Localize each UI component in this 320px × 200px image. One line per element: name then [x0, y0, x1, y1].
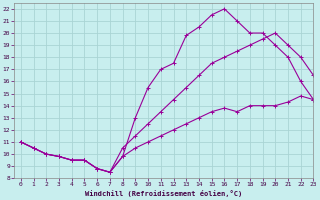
X-axis label: Windchill (Refroidissement éolien,°C): Windchill (Refroidissement éolien,°C) — [85, 190, 243, 197]
